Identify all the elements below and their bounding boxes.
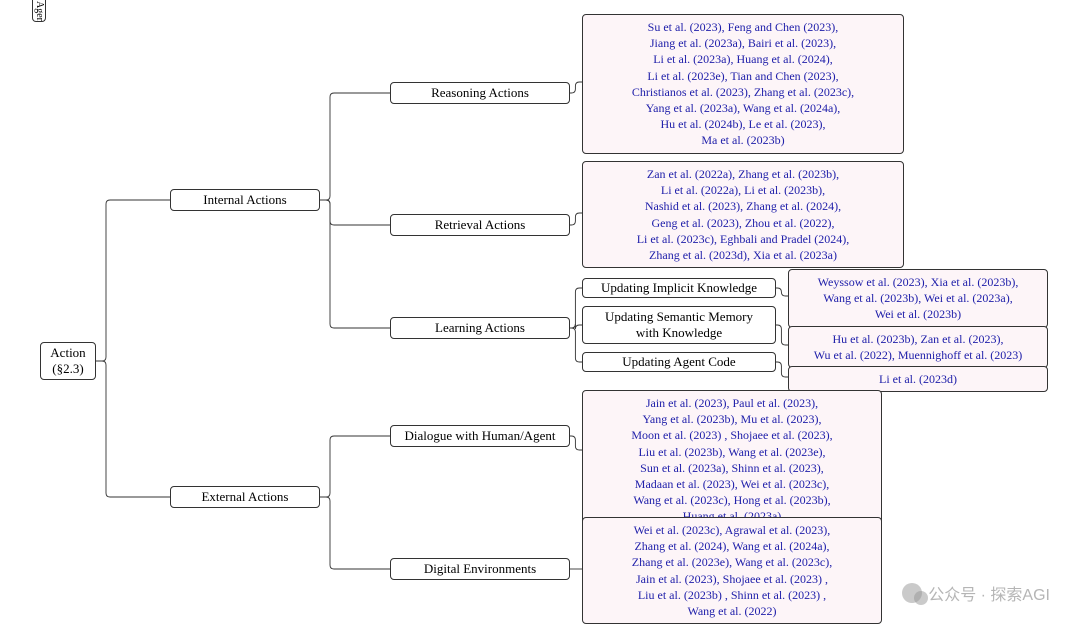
watermark-text: 公众号 · 探索AGI [928, 581, 1050, 605]
ref-line: Wang et al. (2023c), Hong et al. (2023b)… [591, 492, 873, 508]
node-label: Updating Semantic Memorywith Knowledge [605, 309, 753, 340]
connector [320, 497, 390, 569]
connector [570, 436, 582, 450]
ref-line: Geng et al. (2023), Zhou et al. (2022), [591, 215, 895, 231]
ref-line: Hu et al. (2024b), Le et al. (2023), [591, 116, 895, 132]
refbox-dialogue_refs: Jain et al. (2023), Paul et al. (2023),Y… [582, 390, 882, 530]
ref-line: Wei et al. (2023b) [797, 306, 1039, 322]
node-label: Action(§2.3) [50, 345, 85, 376]
connector [96, 361, 170, 497]
ref-line: Hu et al. (2023b), Zan et al. (2023), [797, 331, 1039, 347]
ref-line: Li et al. (2023d) [797, 371, 1039, 387]
node-label: Digital Environments [424, 561, 536, 577]
node-external: External Actions [170, 486, 320, 508]
connector [570, 288, 582, 328]
node-label: Learning Actions [435, 320, 525, 336]
node-upd_sem: Updating Semantic Memorywith Knowledge [582, 306, 776, 344]
ref-line: Nashid et al. (2023), Zhang et al. (2024… [591, 198, 895, 214]
ref-line: Li et al. (2023e), Tian and Chen (2023), [591, 68, 895, 84]
ref-line: Wang et al. (2022) [591, 603, 873, 619]
ref-line: Jiang et al. (2023a), Bairi et al. (2023… [591, 35, 895, 51]
refbox-upd_sem_refs: Hu et al. (2023b), Zan et al. (2023),Wu … [788, 326, 1048, 368]
refbox-upd_imp_refs: Weyssow et al. (2023), Xia et al. (2023b… [788, 269, 1048, 328]
ref-line: Jain et al. (2023), Paul et al. (2023), [591, 395, 873, 411]
ref-line: Yang et al. (2023b), Mu et al. (2023), [591, 411, 873, 427]
connector [776, 325, 788, 345]
ref-line: Zhang et al. (2023e), Wang et al. (2023c… [591, 554, 873, 570]
ref-line: Weyssow et al. (2023), Xia et al. (2023b… [797, 274, 1039, 290]
refbox-digital_refs: Wei et al. (2023c), Agrawal et al. (2023… [582, 517, 882, 624]
ref-line: Yang et al. (2023a), Wang et al. (2024a)… [591, 100, 895, 116]
node-label: Updating Agent Code [622, 354, 735, 370]
node-label: Internal Actions [203, 192, 286, 208]
refbox-reasoning_refs: Su et al. (2023), Feng and Chen (2023),J… [582, 14, 904, 154]
connector [776, 362, 788, 377]
node-dialogue: Dialogue with Human/Agent [390, 425, 570, 447]
ref-line: Madaan et al. (2023), Wei et al. (2023c)… [591, 476, 873, 492]
node-learning: Learning Actions [390, 317, 570, 339]
ref-line: Wang et al. (2023b), Wei et al. (2023a), [797, 290, 1039, 306]
node-digital: Digital Environments [390, 558, 570, 580]
ref-line: Liu et al. (2023b), Wang et al. (2023e), [591, 444, 873, 460]
ref-line: Su et al. (2023), Feng and Chen (2023), [591, 19, 895, 35]
connector [320, 200, 390, 328]
node-upd_imp: Updating Implicit Knowledge [582, 278, 776, 298]
wechat-icon [902, 583, 922, 603]
ref-line: Jain et al. (2023), Shojaee et al. (2023… [591, 571, 873, 587]
ref-line: Li et al. (2023c), Eghbali and Pradel (2… [591, 231, 895, 247]
node-label: Dialogue with Human/Agent [405, 428, 556, 444]
ref-line: Wei et al. (2023c), Agrawal et al. (2023… [591, 522, 873, 538]
diagram-canvas: Agents in 公众号 · 探索AGI Action(§2.3) Intern… [0, 0, 1080, 635]
connector [570, 82, 582, 93]
node-upd_code: Updating Agent Code [582, 352, 776, 372]
refbox-retrieval_refs: Zan et al. (2022a), Zhang et al. (2023b)… [582, 161, 904, 268]
ref-line: Sun et al. (2023a), Shinn et al. (2023), [591, 460, 873, 476]
node-label: Retrieval Actions [435, 217, 526, 233]
node-label: Updating Implicit Knowledge [601, 280, 757, 296]
connector [320, 93, 390, 200]
connector [776, 288, 788, 296]
ref-line: Christianos et al. (2023), Zhang et al. … [591, 84, 895, 100]
ref-line: Moon et al. (2023) , Shojaee et al. (202… [591, 427, 873, 443]
ref-line: Zhang et al. (2023d), Xia et al. (2023a) [591, 247, 895, 263]
node-internal: Internal Actions [170, 189, 320, 211]
connector [570, 324, 582, 329]
connector [570, 328, 582, 362]
ref-line: Li et al. (2023a), Huang et al. (2024), [591, 51, 895, 67]
connector [570, 213, 582, 225]
node-reasoning: Reasoning Actions [390, 82, 570, 104]
node-root: Action(§2.3) [40, 342, 96, 380]
ref-line: Ma et al. (2023b) [591, 132, 895, 148]
ref-line: Li et al. (2022a), Li et al. (2023b), [591, 182, 895, 198]
refbox-upd_code_refs: Li et al. (2023d) [788, 366, 1048, 392]
node-retrieval: Retrieval Actions [390, 214, 570, 236]
node-label: External Actions [201, 489, 288, 505]
connector [96, 200, 170, 361]
watermark: 公众号 · 探索AGI [902, 581, 1050, 605]
ref-line: Wu et al. (2022), Muennighoff et al. (20… [797, 347, 1039, 363]
connector [320, 436, 390, 497]
connector [320, 200, 390, 225]
node-label: Reasoning Actions [431, 85, 529, 101]
ref-line: Zan et al. (2022a), Zhang et al. (2023b)… [591, 166, 895, 182]
ref-line: Zhang et al. (2024), Wang et al. (2024a)… [591, 538, 873, 554]
ref-line: Liu et al. (2023b) , Shinn et al. (2023)… [591, 587, 873, 603]
vertical-tab-stub: Agents in [32, 0, 46, 22]
